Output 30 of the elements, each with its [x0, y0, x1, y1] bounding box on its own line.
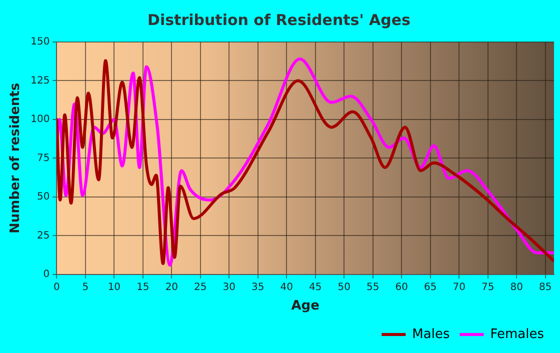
x-tick-label: 45 — [309, 282, 322, 293]
x-tick-label: 25 — [194, 282, 207, 293]
y-tick-label: 100 — [30, 114, 50, 126]
x-tick-label: 30 — [222, 282, 236, 293]
y-tick-label: 0 — [43, 268, 50, 280]
x-tick-label: 60 — [395, 282, 408, 293]
x-tick-label: 50 — [338, 282, 351, 293]
x-tick-label: 70 — [452, 282, 466, 293]
x-tick-label: 35 — [252, 282, 264, 293]
y-tick-label: 150 — [30, 36, 50, 48]
x-tick-label: 0 — [54, 282, 60, 293]
x-tick-label: 5 — [82, 282, 89, 293]
x-tick-label: 80 — [510, 282, 523, 293]
y-tick-label: 75 — [36, 152, 50, 164]
legend-label: Females — [490, 326, 544, 342]
x-tick-label: 10 — [108, 282, 121, 293]
x-tick-label: 75 — [482, 282, 494, 293]
chart-title: Distribution of Residents' Ages — [148, 10, 411, 29]
y-tick-label: 50 — [36, 192, 50, 203]
x-tick-label: 85 — [539, 282, 552, 293]
x-tick-label: 55 — [366, 282, 380, 293]
x-axis-title: Age — [291, 298, 320, 314]
x-tick-label: 40 — [280, 282, 294, 293]
y-tick-label: 25 — [36, 230, 50, 242]
legend-label: Males — [412, 326, 450, 342]
x-tick-label: 65 — [424, 282, 437, 293]
x-tick-label: 15 — [136, 282, 150, 293]
y-axis-title: Number of residents — [8, 82, 24, 234]
x-tick-label: 20 — [165, 282, 178, 293]
y-tick-label: 125 — [30, 75, 50, 86]
